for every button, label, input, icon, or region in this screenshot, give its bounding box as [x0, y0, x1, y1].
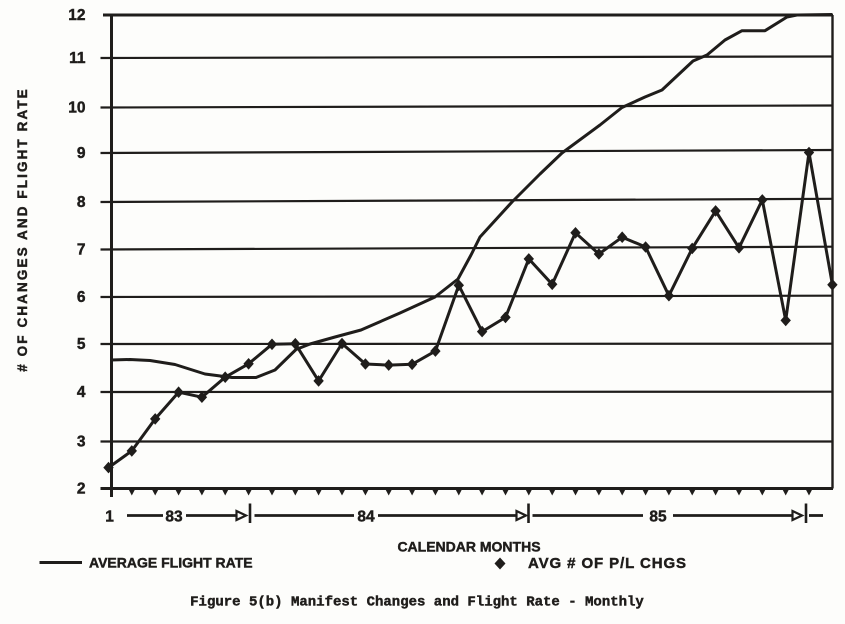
- svg-text:1: 1: [105, 509, 114, 526]
- svg-text:7: 7: [77, 242, 86, 259]
- svg-text:Figure 5(b) Manifest Changes a: Figure 5(b) Manifest Changes and Flight …: [190, 595, 644, 611]
- svg-text:5: 5: [77, 336, 86, 353]
- svg-text:12: 12: [68, 7, 85, 24]
- svg-text:CALENDAR MONTHS: CALENDAR MONTHS: [397, 539, 540, 555]
- svg-text:2: 2: [77, 481, 86, 498]
- svg-text:10: 10: [68, 100, 85, 117]
- svg-text:4: 4: [77, 384, 86, 401]
- svg-text:8: 8: [77, 194, 86, 211]
- svg-text:AVG # OF P/L CHGS: AVG # OF P/L CHGS: [528, 555, 687, 572]
- svg-text:AVERAGE FLIGHT RATE: AVERAGE FLIGHT RATE: [89, 555, 253, 571]
- svg-text:6: 6: [77, 289, 86, 306]
- svg-text:# OF CHANGES AND FLIGHT RATE: # OF CHANGES AND FLIGHT RATE: [15, 87, 30, 372]
- svg-text:83: 83: [165, 509, 183, 526]
- svg-text:84: 84: [357, 509, 375, 526]
- svg-text:11: 11: [69, 50, 86, 67]
- svg-text:9: 9: [77, 145, 86, 162]
- svg-text:85: 85: [649, 509, 667, 526]
- svg-text:3: 3: [77, 434, 86, 451]
